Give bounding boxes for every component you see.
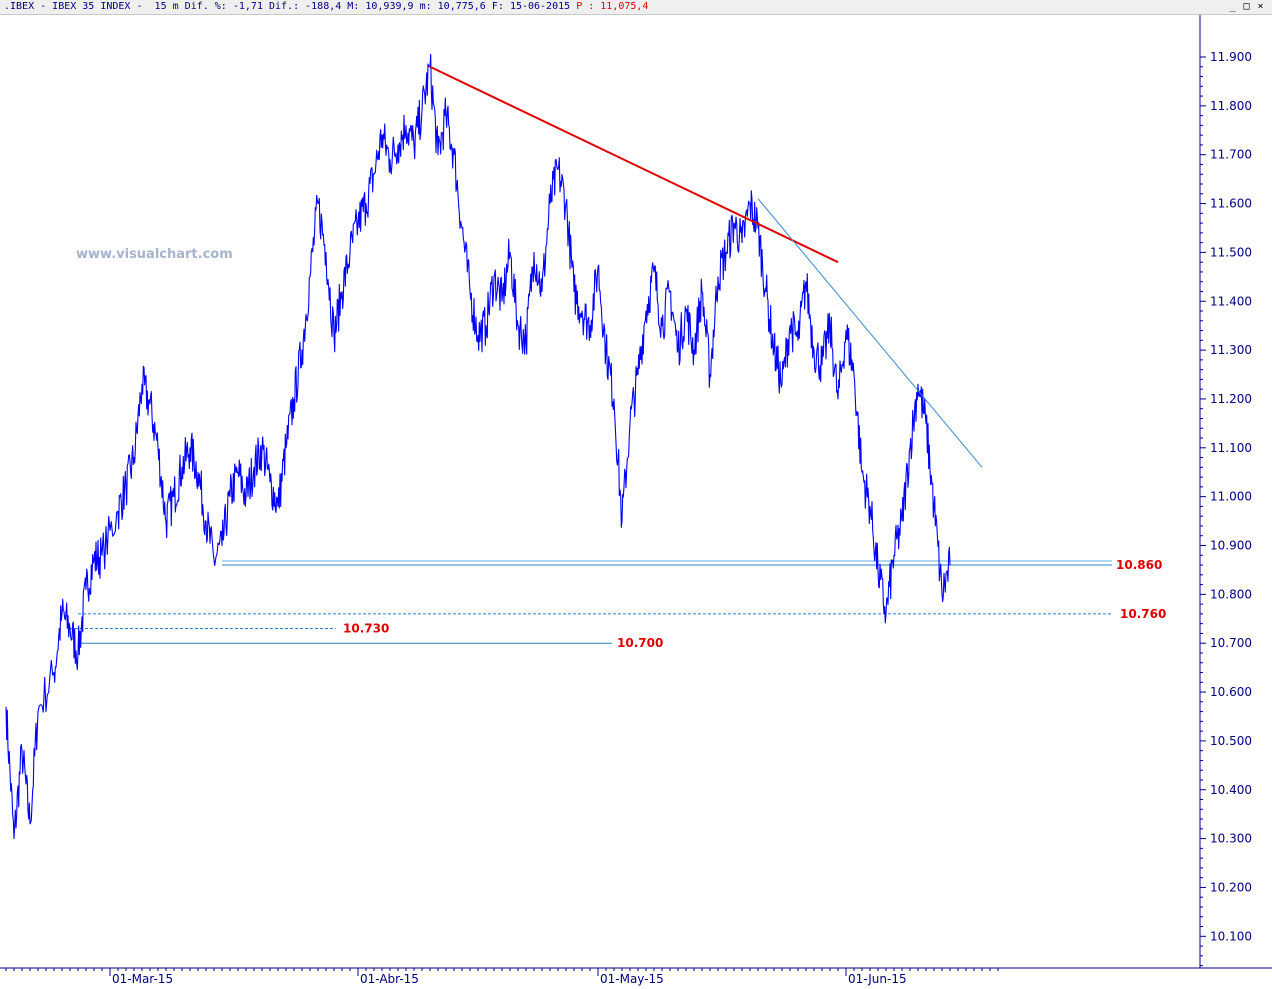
y-tick-label: 10.100	[1210, 929, 1252, 943]
y-tick-label: 10.600	[1210, 685, 1252, 699]
descending-trendline	[757, 198, 983, 468]
min-value: 10,775,6	[437, 1, 486, 12]
y-tick-label: 11.400	[1210, 294, 1252, 308]
price-series	[5, 53, 951, 840]
y-tick-label: 11.700	[1210, 148, 1252, 162]
level-label: 10.700	[617, 636, 663, 650]
y-tick-label: 11.900	[1210, 50, 1252, 64]
chart-header: .IBEX - IBEX 35 INDEX - 15 m Dif. %: -1,…	[0, 0, 1272, 15]
x-tick-label: 01-Jun-15	[848, 972, 907, 986]
max-label: M:	[347, 1, 360, 12]
dif-value: -188,4	[305, 1, 342, 12]
y-tick-label: 11.800	[1210, 99, 1252, 113]
price-label: P	[576, 1, 583, 12]
support-levels: 10.860 10.760 10.730 10.700	[70, 558, 1166, 650]
y-tick-label: 11.600	[1210, 197, 1252, 211]
date-label: F:	[491, 1, 504, 12]
max-value: 10,939,9	[365, 1, 414, 12]
x-tick-label: 01-Mar-15	[112, 972, 173, 986]
interval: 15 m	[154, 1, 179, 12]
window-controls: _ □ ×	[1227, 1, 1266, 12]
level-label: 10.860	[1116, 558, 1162, 572]
level-label: 10.760	[1120, 607, 1166, 621]
dif-label: Dif.:	[269, 1, 300, 12]
y-tick-label: 10.300	[1210, 832, 1252, 846]
header-text: .IBEX - IBEX 35 INDEX - 15 m Dif. %: -1,…	[4, 1, 649, 12]
y-tick-label: 10.500	[1210, 734, 1252, 748]
y-tick-label: 11.100	[1210, 441, 1252, 455]
y-tick-label: 11.300	[1210, 343, 1252, 357]
symbol-prefix: .IBEX	[4, 1, 35, 12]
resistance-trendline	[429, 65, 839, 264]
dif-pct-label: Dif. %:	[184, 1, 227, 12]
level-label: 10.730	[343, 622, 389, 636]
maximize-button[interactable]: □	[1243, 1, 1250, 12]
dif-pct-value: -1,71	[232, 1, 263, 12]
min-label: m:	[419, 1, 432, 12]
axes: 11.900 11.800 11.700 11.600 11.500 11.400 11.3…	[0, 15, 1272, 986]
price-chart[interactable]: 11.900 11.800 11.700 11.600 11.500 11.400 11.3…	[0, 15, 1272, 989]
y-tick-label: 11.000	[1210, 490, 1252, 504]
watermark: www.visualchart.com	[76, 247, 233, 262]
trend-lines	[429, 65, 983, 468]
y-tick-label: 10.800	[1210, 587, 1252, 601]
y-tick-label: 10.200	[1210, 880, 1252, 894]
y-tick-label: 11.500	[1210, 245, 1252, 259]
x-tick-label: 01-Abr-15	[360, 972, 419, 986]
y-tick-label: 11.200	[1210, 392, 1252, 406]
symbol-name: IBEX 35 INDEX	[52, 1, 131, 12]
minimize-button[interactable]: _	[1229, 1, 1236, 12]
y-tick-label: 10.900	[1210, 539, 1252, 553]
price-line	[5, 53, 951, 840]
y-tick-label: 10.400	[1210, 783, 1252, 797]
x-tick-label: 01-May-15	[600, 972, 664, 986]
y-tick-label: 10.700	[1210, 636, 1252, 650]
price-value: 11,075,4	[600, 1, 649, 12]
date-value: 15-06-2015	[509, 1, 571, 12]
close-button[interactable]: ×	[1257, 1, 1264, 12]
